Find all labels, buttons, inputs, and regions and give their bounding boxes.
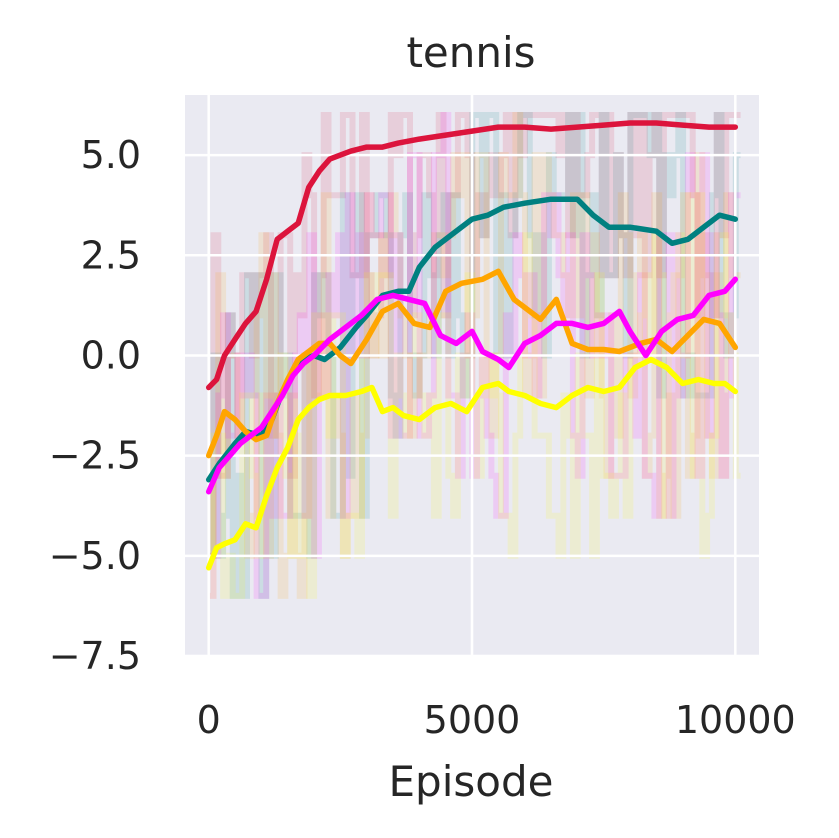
y-tick-label: −2.5 (49, 434, 141, 478)
series-line-3 (205, 276, 739, 495)
x-tick-label: 10000 (675, 698, 796, 742)
x-tick-label: 5000 (424, 698, 521, 742)
raw-trace-2 (208, 112, 741, 599)
chart-title: tennis (406, 28, 535, 77)
series-line-0 (205, 120, 739, 391)
series-line-2 (205, 268, 739, 459)
series-line-4 (205, 356, 739, 571)
x-axis-title: Episode (389, 757, 554, 806)
y-tick-label: 2.5 (81, 233, 141, 277)
y-tick-label: −5.0 (49, 534, 141, 578)
series-lines (205, 120, 739, 571)
x-tick-label: 0 (197, 698, 221, 742)
y-tick-label: −7.5 (49, 634, 141, 678)
y-tick-label: 5.0 (81, 133, 141, 177)
tick-labels: −7.5 −5.0 −2.5 0.0 2.5 5.0 0 5000 10000 (49, 133, 796, 742)
y-tick-label: 0.0 (81, 333, 141, 377)
